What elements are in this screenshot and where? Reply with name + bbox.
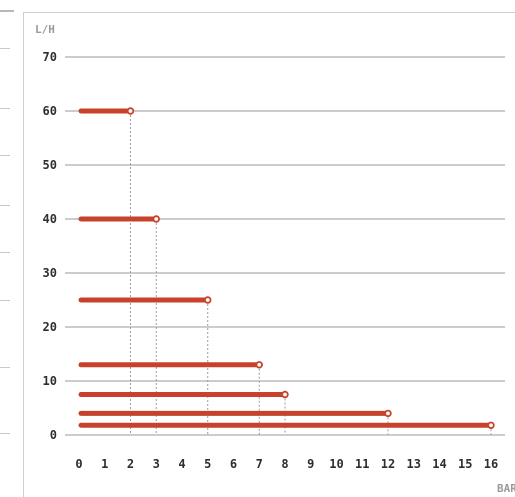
x-tick-label: 6 [230,457,237,471]
x-tick-label: 4 [178,457,185,471]
side-divider [0,155,10,156]
x-axis-ticks: 0 1 2 3 4 5 6 7 8 9 10 11 12 13 14 15 16 [75,457,498,471]
y-axis-ticks: 0 10 20 30 40 50 60 70 [43,50,57,442]
y-tick-label: 20 [43,320,57,334]
x-tick-label: 0 [75,457,82,471]
side-divider [0,300,10,301]
y-tick-label: 70 [43,50,57,64]
side-divider [0,205,10,206]
side-divider [0,108,10,109]
bar-end-markers [126,107,495,429]
x-tick-label: 11 [355,457,369,471]
y-tick-label: 30 [43,266,57,280]
x-tick-label: 5 [204,457,211,471]
side-divider [0,10,14,12]
x-tick-label: 2 [127,457,134,471]
y-tick-label: 50 [43,158,57,172]
side-divider [0,367,10,368]
bar-end-marker [255,361,263,369]
x-tick-label: 8 [281,457,288,471]
chart-panel [23,12,515,497]
y-tick-label: 0 [50,428,57,442]
y-tick-label: 40 [43,212,57,226]
x-tick-label: 15 [458,457,472,471]
y-tick-label: 10 [43,374,57,388]
x-axis-label: BAR [497,482,515,495]
bar-end-marker [126,107,135,115]
side-divider [0,252,10,253]
bar-end-marker [152,215,160,223]
x-tick-label: 3 [153,457,160,471]
bar-end-marker [204,296,212,304]
bar-end-marker [487,421,495,429]
bars [78,108,494,428]
bar-end-marker [281,390,289,399]
y-axis-label: L/H [35,23,55,36]
x-tick-label: 1 [101,457,108,471]
x-tick-label: 14 [432,457,446,471]
y-tick-label: 60 [43,104,57,118]
side-divider [0,433,10,434]
left-edge-strip [0,0,22,497]
side-divider [0,48,10,49]
x-tick-label: 12 [381,457,395,471]
x-tick-label: 16 [484,457,498,471]
x-tick-label: 7 [256,457,263,471]
x-tick-label: 9 [307,457,314,471]
x-tick-label: 13 [407,457,421,471]
x-tick-label: 10 [329,457,343,471]
bar-end-marker [384,409,392,418]
